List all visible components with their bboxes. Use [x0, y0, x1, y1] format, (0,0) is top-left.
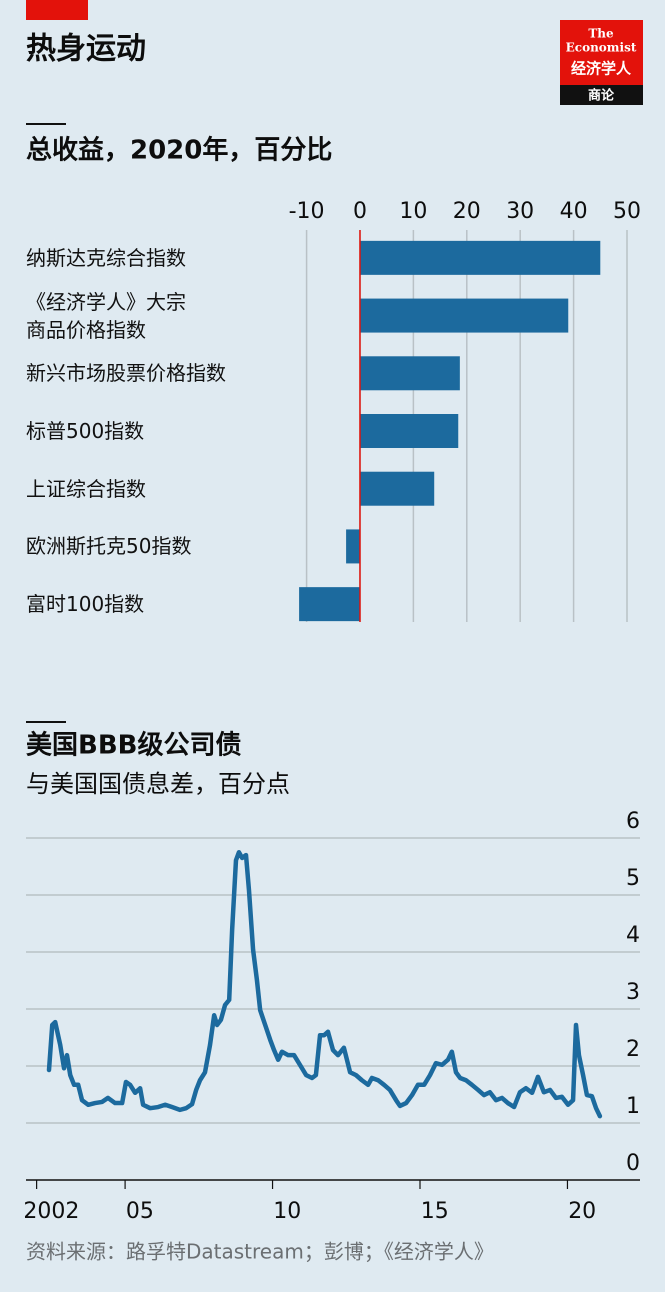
bar: [346, 529, 360, 564]
chart-subtitle: 与美国国债息差，百分点: [26, 770, 290, 798]
logo-black: [560, 85, 643, 105]
bar: [299, 587, 360, 622]
logo-text: 商论: [588, 88, 615, 104]
x-tick-label: 20: [568, 1199, 596, 1224]
y-tick-label: 6: [626, 809, 640, 834]
category-label: 新兴市场股票价格指数: [26, 361, 226, 386]
y-tick-label: 2: [626, 1037, 640, 1062]
x-tick-label: 40: [560, 199, 588, 224]
bar: [359, 356, 460, 391]
bar: [359, 471, 435, 506]
y-tick-label: 4: [626, 923, 640, 948]
category-label: 上证综合指数: [26, 476, 146, 501]
y-tick-label: 0: [626, 1151, 640, 1176]
line: [46, 850, 603, 1119]
bar: [359, 240, 601, 275]
page-title: 热身运动: [26, 32, 146, 67]
logo-red: [560, 20, 643, 85]
y-tick-label: 5: [626, 866, 640, 891]
bar: [359, 298, 569, 333]
y-tick-label: 3: [626, 980, 640, 1005]
logo-text: The: [588, 27, 614, 41]
chart-title: 总收益，2020年，百分比: [26, 135, 332, 166]
category-label: 《经济学人》大宗 商品价格指数: [26, 289, 186, 342]
category-label: 标普500指数: [26, 419, 145, 443]
x-tick-label: 10: [399, 199, 427, 224]
x-tick-label: 30: [506, 199, 534, 224]
logo-text: 经济学人: [571, 60, 632, 78]
x-tick-label: -10: [289, 199, 325, 224]
bar: [359, 414, 459, 448]
x-tick-label: 10: [273, 1199, 301, 1224]
logo-text: Economist: [566, 41, 637, 55]
category-label: 富时100指数: [26, 592, 145, 617]
category-label: 纳斯达克综合指数: [26, 245, 186, 270]
category-label: 欧洲斯托克50指数: [26, 534, 192, 559]
x-tick-label: 0: [353, 199, 367, 224]
y-tick-label: 1: [626, 1094, 640, 1119]
x-tick-label: 20: [453, 199, 481, 224]
x-tick-label: 2002: [23, 1199, 79, 1224]
header-bar: [26, 0, 88, 20]
source: 资料来源：路孚特Datastream；彭博；《经济学人》: [26, 1240, 494, 1264]
chart-title: 美国BBB级公司债: [26, 730, 241, 761]
x-tick-label: 05: [126, 1199, 154, 1224]
x-tick-label: 50: [613, 199, 641, 224]
x-tick-label: 15: [421, 1199, 449, 1224]
